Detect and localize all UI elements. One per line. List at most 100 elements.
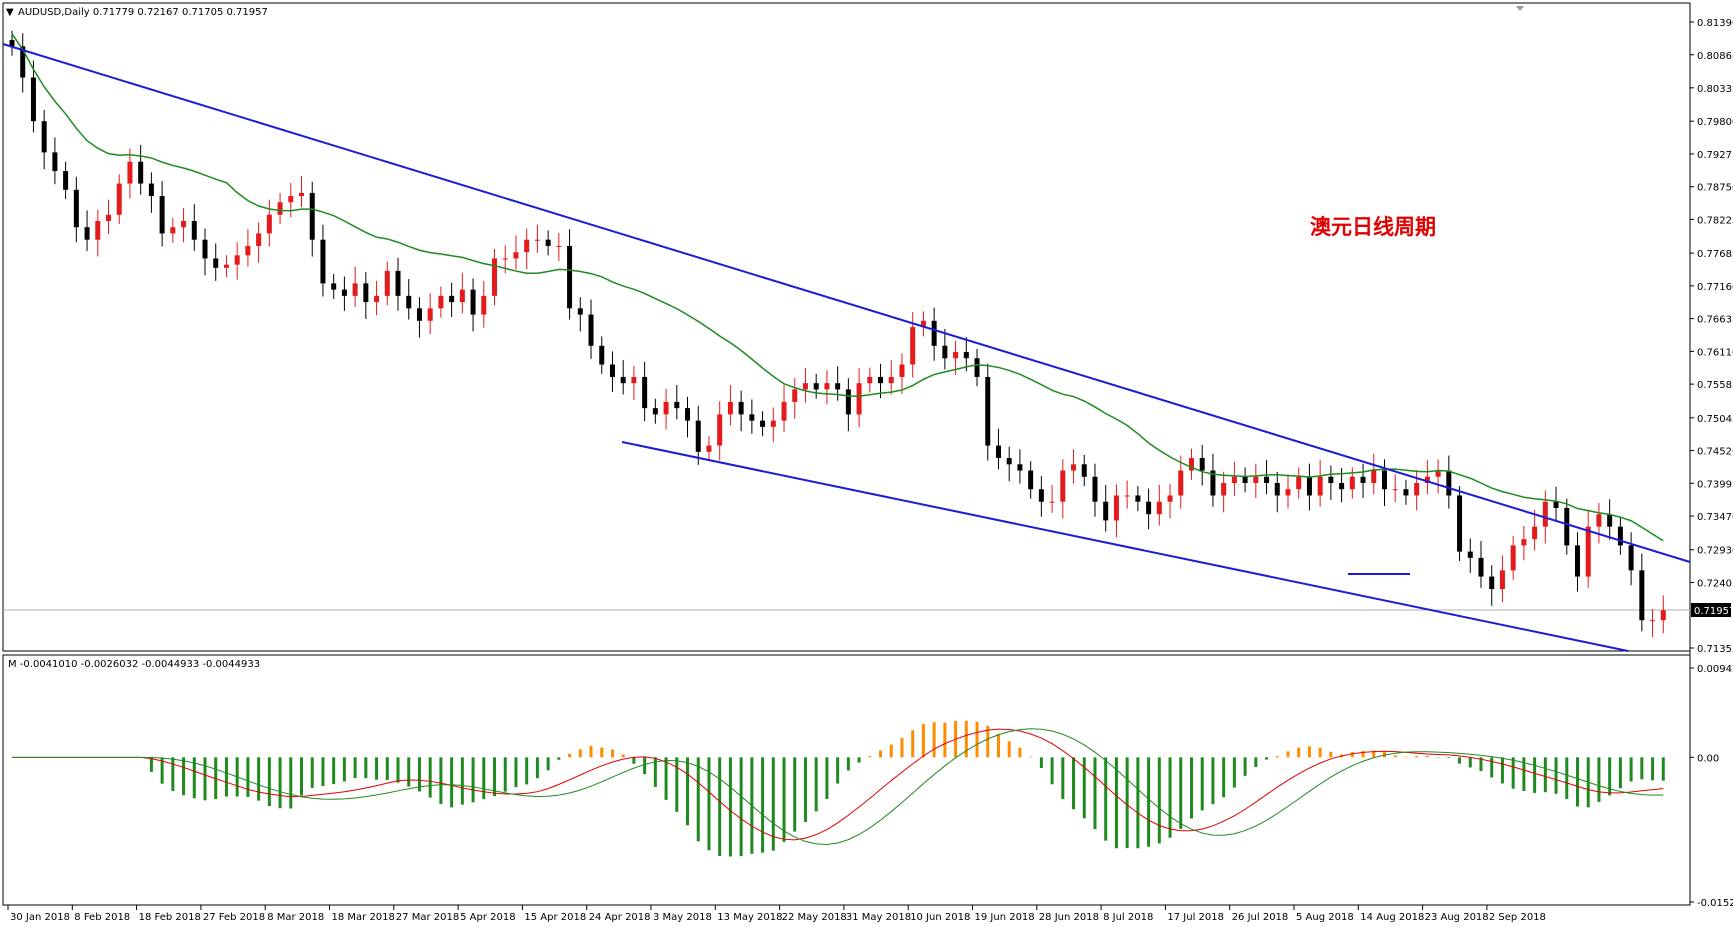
candle-body [609,364,615,377]
time-axis: 30 Jan 2018 8 Feb 2018 18 Feb 2018 27 Feb 2… [7,905,1546,923]
candle-body [1199,458,1205,471]
candle-body [1306,476,1312,496]
candle-body [84,227,90,240]
candle-body [1274,483,1280,496]
symbol-dropdown-icon[interactable]: ▼ [6,7,14,18]
candle-body [1113,495,1119,521]
time-tick-label: 31 May 2018 [846,912,911,923]
candle-body [1564,507,1570,546]
candle-body [1071,464,1077,471]
time-tick-label: 5 Apr 2018 [460,912,515,923]
candle-body [685,408,691,421]
candle-body [106,214,112,221]
candle-body [1253,476,1259,484]
candle-body [1585,526,1591,577]
shift-marker-icon[interactable] [1516,6,1524,11]
candle-body [663,401,669,415]
candle-body [1532,526,1538,540]
candle-body [1146,501,1152,515]
candle-body [1167,495,1173,502]
candle-body [148,183,154,197]
candle-body [9,40,15,47]
candle-body [1499,570,1505,590]
candle-body [556,245,562,247]
time-tick-label: 8 Jul 2018 [1103,912,1153,923]
candle-body [438,295,444,309]
candle-body [717,414,723,446]
candle-body [1231,476,1237,484]
price-pane[interactable] [2,2,1691,652]
time-tick-label: 30 Jan 2018 [10,912,70,923]
macd-axis: 0.009420 0.00 -0.015257 [1690,664,1733,909]
candle-body [384,270,390,296]
candle-body [1617,526,1623,546]
candle-body [1317,476,1323,496]
candle-body [363,283,369,303]
candle-body [223,264,229,268]
candle-body [352,283,358,296]
candle-body [1639,570,1645,621]
time-tick-label: 27 Feb 2018 [203,912,265,923]
candle-body [1660,610,1666,621]
candle-body [470,289,476,315]
candle-body [181,220,187,228]
price-tick-label: 0.78225 [1697,215,1733,226]
time-tick-label: 18 Feb 2018 [139,912,201,923]
candle-body [760,420,766,427]
time-tick-label: 10 Jun 2018 [910,912,970,923]
candle-body [320,239,326,284]
lower-trendline[interactable] [621,441,1629,652]
candle-body [1006,458,1012,465]
candle-body [245,245,251,256]
macd-header: M -0.0041010 -0.0026032 -0.0044933 -0.00… [8,659,260,670]
candle-body [1650,620,1656,622]
candle-body [963,351,969,359]
candle-body [1574,545,1580,577]
candle-body [867,376,873,384]
candle-body [138,161,144,184]
time-tick-label: 15 Apr 2018 [524,912,586,923]
candle-body [781,401,787,421]
price-tick-label: 0.77685 [1697,249,1733,260]
candle-body [534,239,540,241]
candle-body [127,161,133,184]
candle-body [1135,495,1141,502]
candle-body [524,239,530,253]
candle-body [52,152,58,172]
time-tick-label: 8 Mar 2018 [267,912,324,923]
candle-body [1296,476,1302,490]
candle-body [1124,495,1130,497]
macd-pane[interactable] [2,654,1691,906]
candle-body [309,192,315,240]
candle-body [792,389,798,402]
candle-body [95,220,101,240]
candle-body [920,320,926,328]
candle-body [1349,476,1355,490]
candle-body [910,327,916,365]
candle-body [449,295,455,303]
time-tick-label: 3 May 2018 [653,912,712,923]
candle-body [631,376,637,384]
candle-body [577,308,583,315]
time-tick-label: 28 Jun 2018 [1039,912,1099,923]
candle-body [1478,557,1484,577]
price-tick-label: 0.79275 [1697,150,1733,161]
candle-body [73,189,79,228]
candle-body [1017,464,1023,471]
candle-body [845,389,851,415]
candle-body [620,376,626,384]
candle-body [1435,470,1441,477]
candle-body [374,295,380,303]
candle-body [20,46,26,78]
time-tick-label: 18 Mar 2018 [332,912,395,923]
candle-body [706,445,712,452]
candle-body [1178,470,1184,496]
candle-body [567,245,573,309]
upper-trendline[interactable] [2,43,1691,563]
macd-tick-label: 0.009420 [1697,664,1733,675]
time-tick-label: 13 May 2018 [717,912,782,923]
